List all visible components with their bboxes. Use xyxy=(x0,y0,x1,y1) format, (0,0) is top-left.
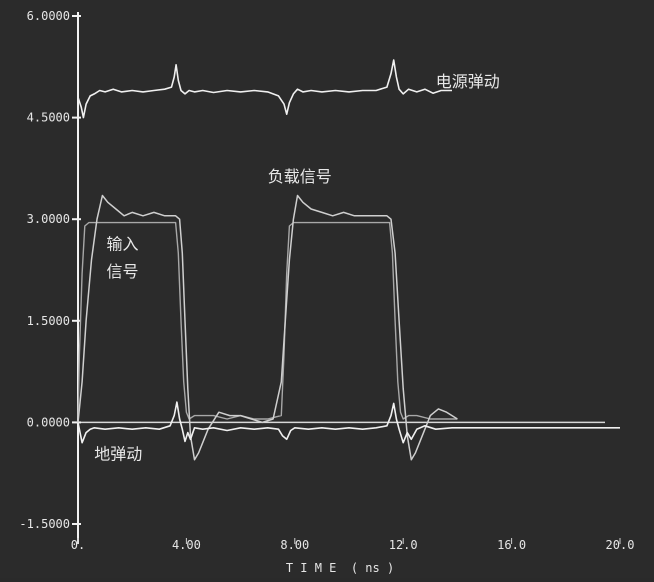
y-tick-label: 4.5000 xyxy=(27,111,70,125)
x-axis-label: T I M E ( ns ) xyxy=(286,561,394,575)
series-line-input xyxy=(77,221,458,423)
x-tick-label: 20.0 xyxy=(606,538,635,552)
series-line-power xyxy=(77,59,452,119)
y-tick-label: 0.0000 xyxy=(27,415,70,429)
x-tick-label: 12.0 xyxy=(389,538,418,552)
annotation-label: 信号 xyxy=(106,262,138,281)
series-line-load xyxy=(77,194,458,461)
x-tick-labels: 0. 4.00 8.00 12.0 16.0 20.0 xyxy=(71,538,635,552)
annotation-label: 电源弹动 xyxy=(436,72,500,91)
series-group xyxy=(77,59,620,461)
y-tick-label: -1.5000 xyxy=(19,517,70,531)
x-tick-label: 8.00 xyxy=(280,538,309,552)
x-tick-label: 0. xyxy=(71,538,85,552)
y-tick-label: 1.5000 xyxy=(27,314,70,328)
y-tick-labels: -1.5000 0.0000 1.5000 3.0000 4.5000 6.0000 xyxy=(19,9,70,531)
y-tick-label: 3.0000 xyxy=(27,212,70,226)
x-tick-label: 4.00 xyxy=(172,538,201,552)
axes-group xyxy=(72,12,621,544)
annotation-label: 输入 xyxy=(106,235,138,254)
annotation-label: 负载信号 xyxy=(268,167,332,186)
series-line-ground xyxy=(77,401,620,444)
x-tick-label: 16.0 xyxy=(497,538,526,552)
annotation-label: 地弹动 xyxy=(94,445,142,464)
y-tick-label: 6.0000 xyxy=(27,9,70,23)
